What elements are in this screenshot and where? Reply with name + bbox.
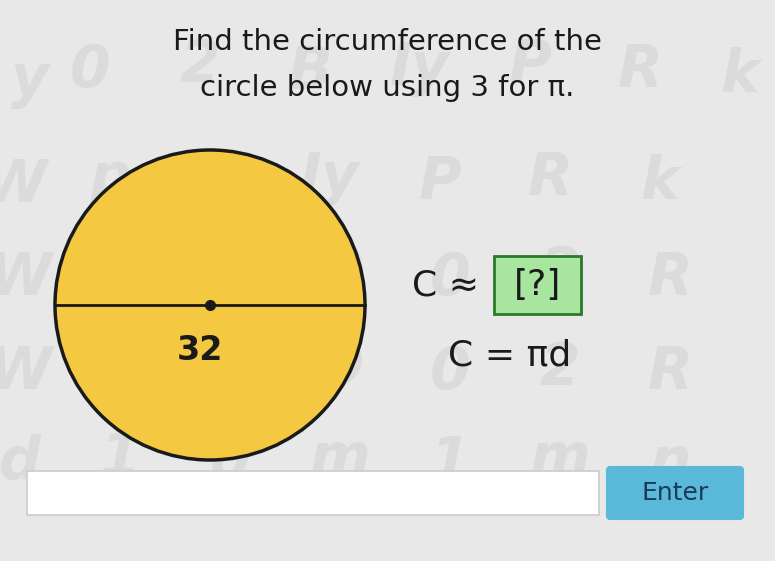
Ellipse shape xyxy=(55,150,365,460)
Text: 0: 0 xyxy=(429,250,470,306)
Text: m: m xyxy=(529,430,591,486)
Text: k: k xyxy=(641,154,680,210)
Text: 0: 0 xyxy=(429,343,470,401)
Text: R: R xyxy=(647,250,693,306)
Text: W: W xyxy=(0,250,52,306)
Text: C ≈: C ≈ xyxy=(412,268,490,302)
Text: R: R xyxy=(647,343,693,401)
Text: W: W xyxy=(0,157,47,214)
Text: Enter: Enter xyxy=(642,481,708,505)
Text: k: k xyxy=(721,47,760,103)
Text: 1: 1 xyxy=(429,434,470,490)
Text: 2: 2 xyxy=(210,343,250,401)
Text: P: P xyxy=(418,154,461,210)
Text: Iy: Iy xyxy=(390,39,449,96)
Text: Find the circumference of the: Find the circumference of the xyxy=(173,28,602,56)
Text: y: y xyxy=(11,52,49,108)
Text: 2: 2 xyxy=(210,250,250,306)
Text: circle below using 3 for π.: circle below using 3 for π. xyxy=(200,74,575,102)
Text: D: D xyxy=(315,243,364,301)
Text: R: R xyxy=(198,154,243,210)
Text: P: P xyxy=(508,36,551,94)
Text: B: B xyxy=(288,44,332,100)
FancyBboxPatch shape xyxy=(494,256,581,314)
FancyBboxPatch shape xyxy=(607,467,743,519)
Text: 0: 0 xyxy=(100,339,140,397)
Text: [?]: [?] xyxy=(514,268,561,302)
Text: 2: 2 xyxy=(539,243,580,301)
Text: d: d xyxy=(0,434,41,490)
Text: 32: 32 xyxy=(177,333,223,366)
Text: m: m xyxy=(309,430,370,486)
Text: R: R xyxy=(528,149,573,206)
Text: 0: 0 xyxy=(210,434,250,490)
Text: C = πd: C = πd xyxy=(449,338,572,372)
Text: 2: 2 xyxy=(539,339,580,397)
Text: R: R xyxy=(618,42,663,99)
Text: 2: 2 xyxy=(180,36,220,94)
Text: 0: 0 xyxy=(70,42,110,99)
Text: 1: 1 xyxy=(100,430,140,486)
Text: 0: 0 xyxy=(100,243,140,301)
Text: n: n xyxy=(649,434,691,490)
Text: D: D xyxy=(315,339,364,397)
FancyBboxPatch shape xyxy=(27,471,599,515)
Text: Iy: Iy xyxy=(300,149,360,206)
Text: W: W xyxy=(0,343,52,401)
Text: p: p xyxy=(89,149,131,206)
